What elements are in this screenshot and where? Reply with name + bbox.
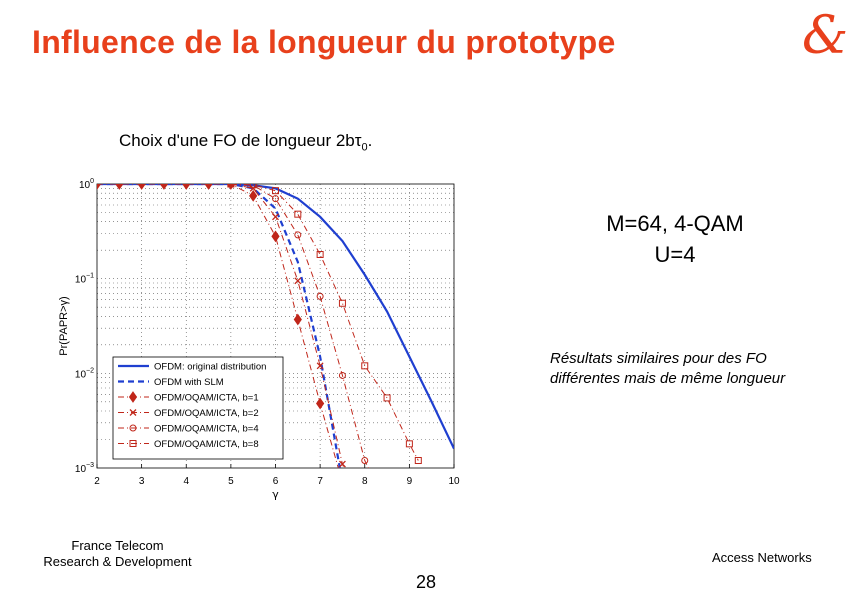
subtitle-text: Choix d'une FO de longueur 2b — [119, 131, 355, 150]
data-point — [294, 277, 302, 285]
data-point — [361, 457, 369, 465]
data-point — [405, 440, 413, 448]
data-point — [249, 184, 257, 189]
slide-subtitle: Choix d'une FO de longueur 2bτ0. — [119, 131, 372, 153]
data-point — [204, 184, 213, 190]
legend-entry: OFDM with SLM — [154, 377, 224, 388]
legend-marker-shape — [129, 409, 137, 416]
data-point — [182, 184, 191, 190]
legend-entry: OFDM: original distribution — [154, 362, 266, 373]
footer-organization: France Telecom Research & Development — [20, 538, 215, 570]
series-6 — [227, 184, 422, 465]
slide-title: Influence de la longueur du prototype — [32, 24, 616, 60]
data-point — [361, 362, 369, 370]
data-point — [316, 362, 324, 370]
subtitle-tau-index: 0 — [361, 141, 368, 154]
data-point — [272, 187, 279, 195]
data-point — [383, 394, 391, 402]
footer-org-line-2: Research & Development — [43, 554, 192, 569]
data-point — [272, 213, 279, 221]
data-point — [272, 195, 279, 203]
data-point — [159, 184, 169, 190]
y-tick-label: 10−2 — [75, 367, 94, 380]
y-tick-label: 100 — [79, 178, 94, 191]
x-tick-label: 7 — [317, 476, 323, 487]
y-tick-label: 10−3 — [75, 462, 94, 475]
france-telecom-logo: & — [802, 6, 849, 66]
parameters-box: M=64, 4-QAM U=4 — [560, 208, 790, 270]
x-tick-label: 9 — [407, 476, 413, 487]
subtitle-tau: τ — [354, 131, 362, 150]
params-line-1: M=64, 4-QAM — [606, 211, 744, 236]
subtitle-end: . — [367, 131, 373, 150]
x-tick-label: 2 — [94, 476, 100, 487]
series-line — [97, 184, 341, 468]
legend-entry: OFDM/OQAM/ICTA, b=8 — [154, 439, 259, 450]
data-point — [97, 184, 102, 190]
data-point — [316, 251, 324, 259]
data-point — [293, 313, 302, 326]
x-tick-label: 5 — [228, 476, 234, 487]
legend-marker-shape — [129, 424, 137, 432]
data-point — [316, 397, 325, 410]
data-point — [316, 292, 324, 300]
x-tick-label: 8 — [362, 476, 368, 487]
legend-marker-shape — [128, 391, 138, 403]
series-line — [230, 184, 419, 461]
footer-org-line-1: France Telecom — [71, 538, 164, 553]
footer-access-networks: Access Networks — [712, 550, 812, 565]
legend-marker — [129, 424, 137, 432]
legend-entry: OFDM/OQAM/ICTA, b=1 — [154, 393, 259, 404]
y-tick-label: 10−1 — [75, 273, 94, 286]
legend-entry: OFDM/OQAM/ICTA, b=2 — [154, 408, 259, 419]
y-axis-label: Pr(PAPR>γ) — [58, 296, 70, 355]
results-note: Résultats similaires pour des FO différe… — [550, 349, 785, 389]
legend-box — [112, 356, 284, 460]
x-tick-label: 4 — [183, 476, 189, 487]
data-point — [414, 457, 422, 465]
note-line-1: Résultats similaires pour des FO — [550, 350, 767, 367]
x-tick-label: 6 — [273, 476, 279, 487]
data-point — [338, 371, 346, 379]
data-point — [137, 184, 146, 190]
data-point — [294, 231, 302, 239]
legend-entry: OFDM/OQAM/ICTA, b=4 — [154, 424, 259, 435]
x-tick-label: 3 — [139, 476, 145, 487]
page-number: 28 — [416, 572, 437, 592]
data-point — [115, 184, 124, 190]
data-point — [271, 230, 280, 243]
data-point — [227, 184, 235, 188]
legend-marker-shape — [129, 440, 137, 447]
data-point — [338, 299, 346, 307]
series-line — [230, 184, 370, 468]
x-axis-label: γ — [272, 488, 279, 501]
params-line-2: U=4 — [654, 242, 696, 267]
legend-marker — [129, 409, 137, 416]
series-2 — [97, 184, 341, 468]
data-point — [338, 460, 346, 468]
data-point — [294, 210, 302, 218]
legend-marker — [128, 391, 138, 403]
note-line-2: différentes mais de même longueur — [550, 370, 786, 387]
x-tick-label: 10 — [448, 476, 460, 487]
legend-marker — [129, 440, 137, 447]
data-point — [249, 189, 258, 202]
